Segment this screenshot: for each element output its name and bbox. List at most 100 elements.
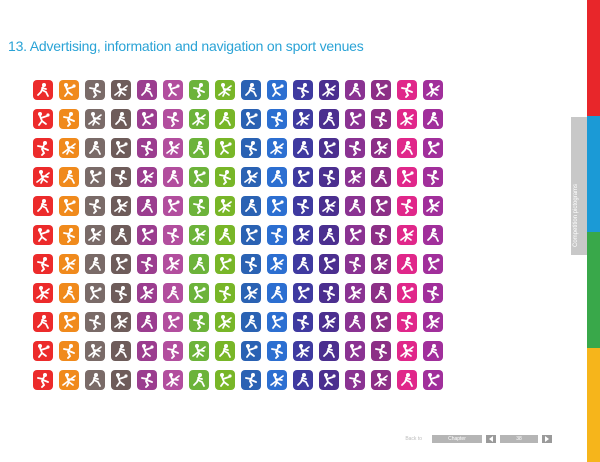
fencing-icon [215,370,235,390]
diving-icon [163,341,183,361]
judo-icon [345,80,365,100]
next-page-button[interactable] [542,435,552,443]
hockey-icon [319,312,339,332]
basketball-icon [59,370,79,390]
football-icon [241,138,261,158]
side-stripe-blue [587,116,600,232]
boxing-icon [85,138,105,158]
side-stripe-red [587,0,600,116]
canoeing-icon [111,196,131,216]
pictogram-row [33,370,449,399]
basketball-icon [59,196,79,216]
cycling-icon [137,109,157,129]
pictogram-row [33,138,449,167]
side-stripe-yellow [587,348,600,462]
equestrian-icon [189,80,209,100]
athletics-icon [33,138,53,158]
sailing-icon [397,109,417,129]
football-icon [241,283,261,303]
gymnastics-icon [267,370,287,390]
diving-icon [163,138,183,158]
football-icon [241,370,261,390]
boxing-icon [85,341,105,361]
canoeing-icon [111,225,131,245]
cycling-icon [137,370,157,390]
hockey-icon [319,254,339,274]
rowing-icon [371,254,391,274]
athletics-icon [33,341,53,361]
sailing-icon [397,341,417,361]
previous-page-button[interactable] [486,435,496,443]
fencing-icon [215,225,235,245]
cycling-icon [137,138,157,158]
canoeing-icon [111,109,131,129]
shooting-icon [423,109,443,129]
pictogram-row [33,254,449,283]
rowing-icon [371,80,391,100]
cycling-icon [137,225,157,245]
football-icon [241,109,261,129]
hockey-icon [319,225,339,245]
pictogram-row [33,225,449,254]
gymnastics-icon [267,138,287,158]
athletics-icon [33,167,53,187]
sailing-icon [397,167,417,187]
side-tab[interactable]: Competition pictograms [571,117,587,255]
back-to-link[interactable]: Back to [405,436,422,442]
basketball-icon [59,283,79,303]
cycling-icon [137,80,157,100]
athletics-icon [33,312,53,332]
hockey-icon [319,80,339,100]
fencing-icon [215,138,235,158]
hockey-icon [319,283,339,303]
sailing-icon [397,254,417,274]
hockey-icon [319,167,339,187]
football-icon [241,341,261,361]
judo-icon [345,341,365,361]
athletics-icon [33,283,53,303]
judo-icon [345,283,365,303]
basketball-icon [59,167,79,187]
diving-icon [163,80,183,100]
rowing-icon [371,225,391,245]
boxing-icon [85,283,105,303]
boxing-icon [85,109,105,129]
shooting-icon [423,254,443,274]
handball-icon [293,341,313,361]
shooting-icon [423,80,443,100]
shooting-icon [423,167,443,187]
chapter-button[interactable]: Chapter [432,435,482,443]
handball-icon [293,254,313,274]
pictogram-row [33,341,449,370]
cycling-icon [137,283,157,303]
shooting-icon [423,283,443,303]
basketball-icon [59,341,79,361]
pictogram-row [33,80,449,109]
pictogram-row [33,167,449,196]
gymnastics-icon [267,225,287,245]
hockey-icon [319,138,339,158]
gymnastics-icon [267,167,287,187]
sailing-icon [397,225,417,245]
fencing-icon [215,341,235,361]
sailing-icon [397,196,417,216]
rowing-icon [371,109,391,129]
rowing-icon [371,283,391,303]
pictogram-grid [33,80,449,399]
canoeing-icon [111,341,131,361]
basketball-icon [59,138,79,158]
cycling-icon [137,341,157,361]
canoeing-icon [111,138,131,158]
shooting-icon [423,225,443,245]
rowing-icon [371,167,391,187]
athletics-icon [33,225,53,245]
gymnastics-icon [267,109,287,129]
rowing-icon [371,370,391,390]
basketball-icon [59,254,79,274]
equestrian-icon [189,138,209,158]
boxing-icon [85,80,105,100]
canoeing-icon [111,370,131,390]
canoeing-icon [111,254,131,274]
fencing-icon [215,312,235,332]
equestrian-icon [189,196,209,216]
